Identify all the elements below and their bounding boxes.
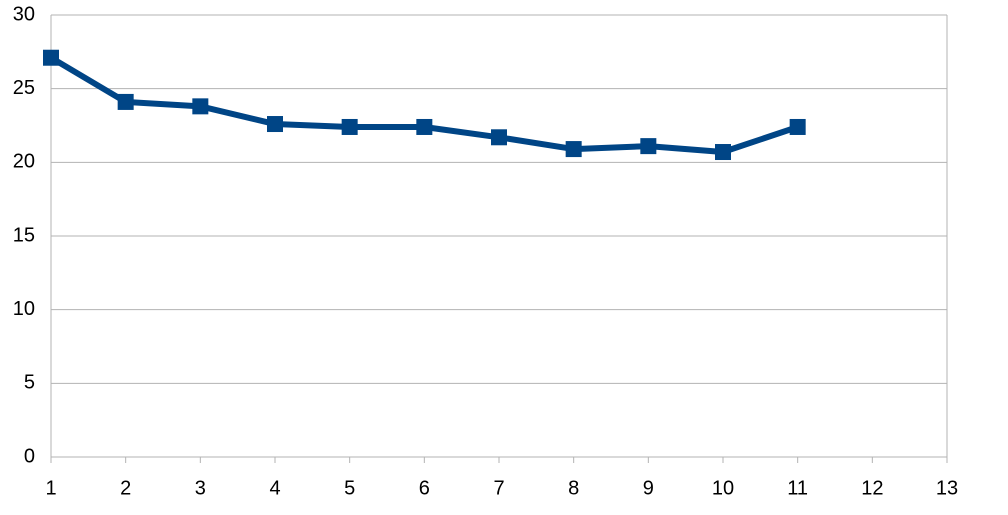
point-marker — [341, 118, 358, 135]
x-tick-label: 9 — [643, 477, 654, 499]
x-tick-label: 6 — [419, 477, 430, 499]
y-tick-label: 0 — [24, 445, 35, 467]
y-tick-label: 30 — [13, 3, 35, 25]
point-marker — [789, 118, 806, 135]
x-tick-label: 12 — [861, 477, 883, 499]
x-tick-label: 13 — [936, 477, 958, 499]
x-tick-label: 8 — [568, 477, 579, 499]
y-tick-label: 5 — [24, 372, 35, 394]
point-marker — [117, 93, 134, 110]
x-tick-label: 7 — [493, 477, 504, 499]
point-marker — [43, 49, 59, 66]
point-marker — [267, 116, 283, 133]
y-tick-label: 25 — [13, 77, 35, 99]
point-marker — [192, 98, 209, 115]
point-marker — [565, 141, 582, 158]
y-tick-label: 10 — [13, 298, 35, 320]
point-marker — [640, 138, 657, 155]
point-marker — [715, 144, 731, 161]
y-tick-label: 15 — [13, 224, 35, 246]
x-tick-label: 4 — [269, 477, 280, 499]
x-tick-label: 5 — [344, 477, 355, 499]
series-line — [49, 55, 799, 156]
x-tick-label: 11 — [787, 477, 808, 499]
x-tick-label: 10 — [712, 477, 734, 499]
point-marker — [491, 129, 507, 146]
x-tick-label: 3 — [195, 477, 206, 499]
x-tick-label: 1 — [45, 477, 56, 499]
x-tick-label: 2 — [120, 477, 131, 499]
y-tick-label: 20 — [13, 151, 35, 173]
point-marker — [416, 118, 433, 135]
